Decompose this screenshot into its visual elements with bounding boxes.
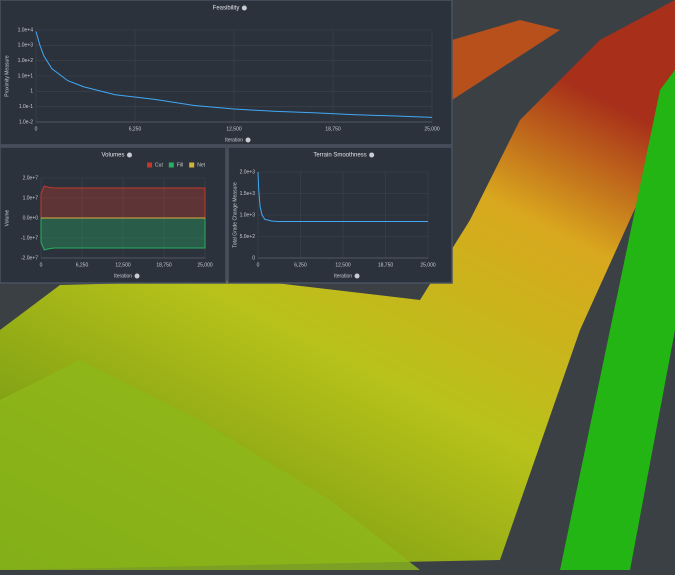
legend-swatch xyxy=(168,162,174,168)
chart-title: Terrain Smoothness xyxy=(313,153,366,159)
x-tick-label: 12,500 xyxy=(226,126,242,132)
y-tick-label: 1.0e+7 xyxy=(23,195,39,201)
panel xyxy=(0,146,227,284)
x-tick-label: 0 xyxy=(40,262,43,268)
x-tick-label: 6,250 xyxy=(294,262,307,268)
y-tick-label: 2.0e+3 xyxy=(240,169,256,175)
chart-title: Feasibility xyxy=(213,6,240,12)
info-icon xyxy=(127,152,133,158)
panel xyxy=(0,0,453,146)
terrain xyxy=(452,20,560,100)
x-axis-label: Iteration xyxy=(334,273,352,279)
x-tick-label: 12,500 xyxy=(115,262,131,268)
legend-label: Cut xyxy=(155,162,163,168)
y-tick-label: -1.0e+7 xyxy=(21,235,38,241)
y-tick-label: 1 xyxy=(30,89,33,95)
y-tick-label: 0 xyxy=(252,255,255,261)
legend-swatch xyxy=(189,162,195,168)
y-axis-label: Proximity Measure xyxy=(4,55,10,97)
info-icon xyxy=(369,152,375,158)
chart-title: Volumes xyxy=(101,153,124,159)
x-tick-label: 0 xyxy=(35,126,38,132)
x-tick-label: 6,250 xyxy=(76,262,89,268)
road-strip xyxy=(560,70,675,570)
x-tick-label: 0 xyxy=(257,262,260,268)
y-tick-label: 1.0e-1 xyxy=(19,104,33,110)
x-axis-label: Iteration xyxy=(225,137,243,143)
x-tick-label: 6,250 xyxy=(129,126,142,132)
y-tick-label: 1.0e-2 xyxy=(19,119,33,125)
x-axis-label: Iteration xyxy=(114,273,132,279)
series-line xyxy=(257,171,428,222)
y-tick-label: 5.0e+2 xyxy=(240,234,256,240)
series-line xyxy=(35,31,433,118)
y-tick-label: 1.0e+2 xyxy=(18,58,34,64)
info-icon xyxy=(245,137,251,143)
x-tick-label: 25,000 xyxy=(424,126,440,132)
legend-label: Fill xyxy=(177,162,183,168)
info-icon xyxy=(241,5,247,11)
y-tick-label: 1.5e+3 xyxy=(240,191,256,197)
y-axis-label: Volume xyxy=(4,209,10,226)
x-tick-label: 18,750 xyxy=(325,126,341,132)
x-tick-label: 25,000 xyxy=(197,262,213,268)
y-tick-label: 2.0e+7 xyxy=(23,175,39,181)
legend-swatch xyxy=(147,162,153,168)
x-tick-label: 25,000 xyxy=(420,262,436,268)
charts: Feasibility Iteration Proximity Measure 1.0… xyxy=(0,0,453,284)
terrain xyxy=(0,360,420,570)
info-icon xyxy=(354,273,360,279)
series-area xyxy=(40,217,206,251)
y-tick-label: 1.0e+3 xyxy=(240,212,256,218)
y-axis-label: Total Grade Change Measure xyxy=(232,182,238,248)
y-tick-label: 1.0e+1 xyxy=(18,73,34,79)
series-area xyxy=(40,185,206,219)
x-tick-label: 12,500 xyxy=(335,262,351,268)
y-tick-label: -2.0e+7 xyxy=(21,255,38,261)
x-tick-label: 18,750 xyxy=(156,262,172,268)
info-icon xyxy=(134,273,140,279)
y-tick-label: 1.0e+3 xyxy=(18,43,34,49)
x-tick-label: 18,750 xyxy=(378,262,394,268)
y-tick-label: 0.0e+0 xyxy=(23,215,39,221)
legend-label: Net xyxy=(197,162,205,168)
y-tick-label: 1.0e+4 xyxy=(18,27,34,33)
